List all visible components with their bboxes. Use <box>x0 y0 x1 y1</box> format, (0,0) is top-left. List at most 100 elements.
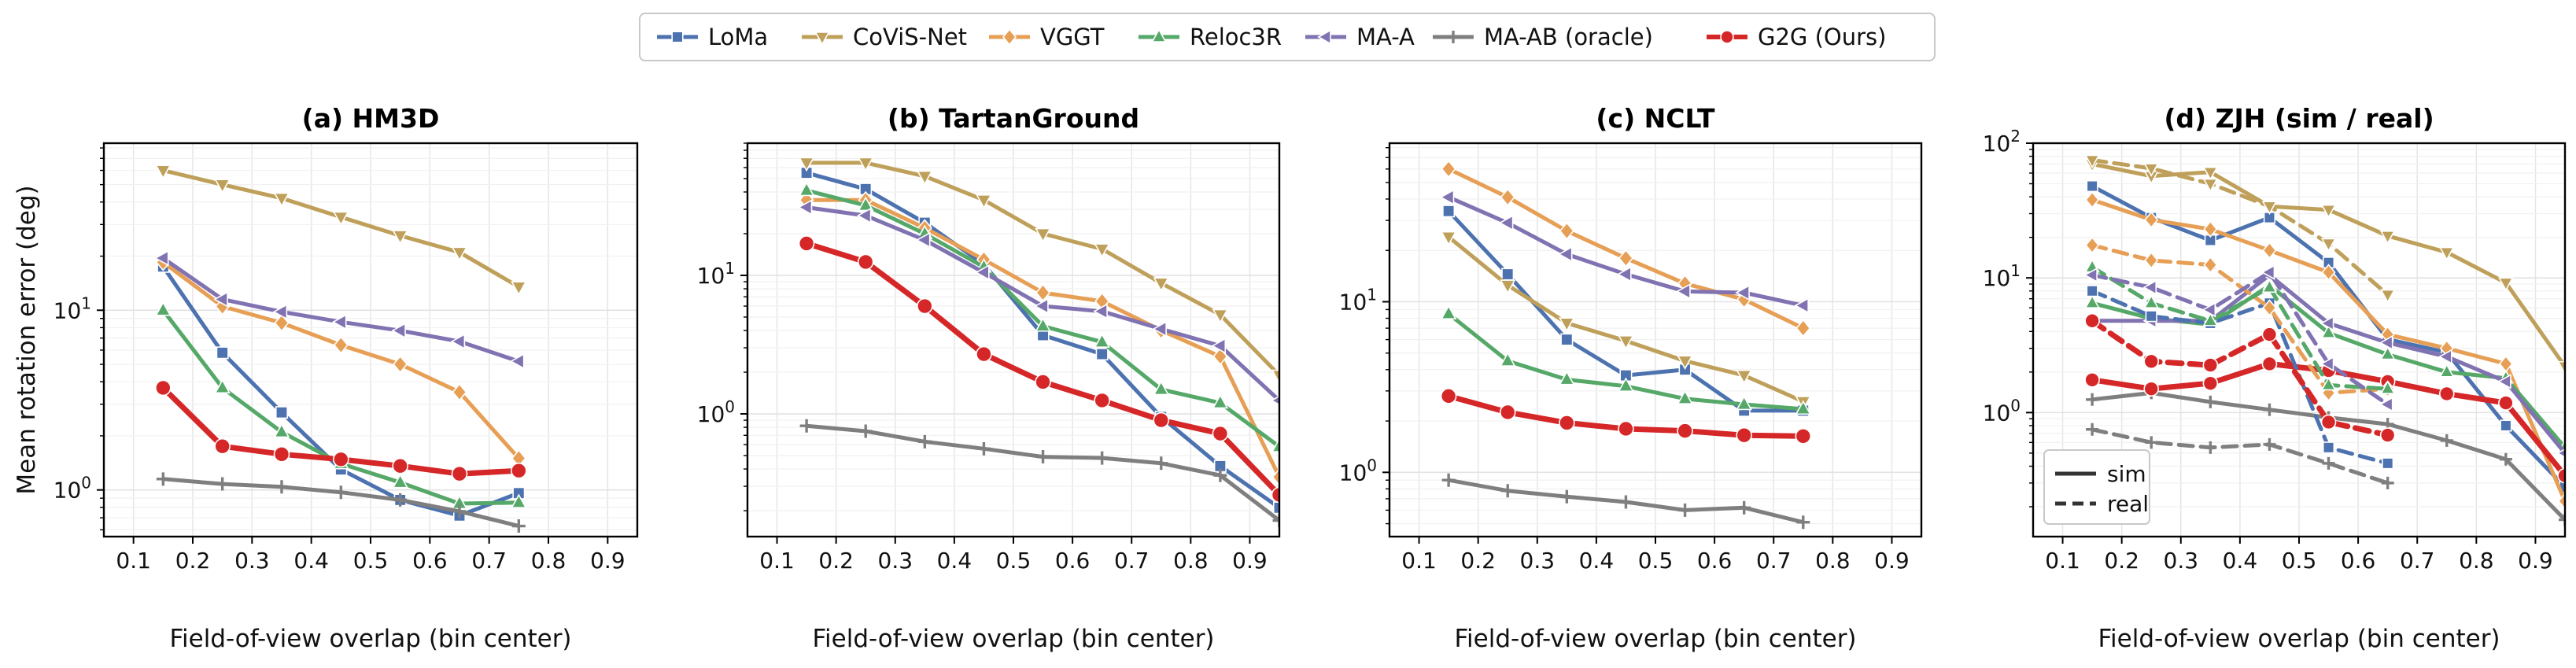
data-point-ma-ab-oracle <box>2086 393 2099 406</box>
data-point-g2g-ours <box>1499 404 1516 421</box>
data-point-reloc3r <box>1035 317 1051 332</box>
legend-marker-vggt <box>1002 28 1017 46</box>
data-point-ma-ab-oracle <box>1678 503 1692 517</box>
series-line-covis-net <box>161 168 521 289</box>
data-point-ma-ab-oracle <box>2145 436 2158 449</box>
x-tick-label: 0.4 <box>293 548 329 574</box>
data-point-g2g-ours <box>451 465 468 482</box>
data-point-ma-a <box>1152 320 1167 338</box>
data-point-g2g-ours <box>2379 427 2396 443</box>
data-point-g2g-ours <box>2202 375 2219 391</box>
data-point-ma-ab-oracle <box>1095 451 1109 465</box>
legend-label: MA-A <box>1356 24 1415 50</box>
data-point-covis-net <box>1094 243 1110 258</box>
data-point-ma-a <box>797 199 813 216</box>
data-point-loma <box>1501 268 1515 281</box>
x-tick-label: 0.7 <box>1756 548 1792 574</box>
data-point-loma <box>1095 348 1109 361</box>
data-point-ma-ab-oracle <box>334 485 348 500</box>
data-point-ma-a <box>2320 356 2334 372</box>
data-point-covis-net <box>1559 317 1575 333</box>
data-point-ma-ab-oracle <box>2322 456 2335 470</box>
legend-item-ma-ab-oracle: MA-AB (oracle) <box>1430 14 1653 60</box>
panel-title: (a) HM3D <box>302 103 440 134</box>
data-point-vggt <box>2144 211 2159 229</box>
data-point-reloc3r <box>2320 376 2337 391</box>
data-point-ma-a <box>2142 279 2157 296</box>
data-point-ma-a <box>1735 284 1750 301</box>
data-point-covis-net <box>976 194 992 209</box>
legend-label: VGGT <box>1040 24 1105 50</box>
data-point-vggt <box>2203 256 2218 274</box>
data-point-g2g-ours <box>214 437 231 455</box>
data-point-g2g-ours <box>2202 357 2219 373</box>
data-point-covis-net <box>2379 289 2396 304</box>
x-tick-label: 0.5 <box>2282 548 2317 574</box>
x-axis-label: Field-of-view overlap (bin center) <box>812 625 1214 653</box>
x-tick-label: 0.2 <box>1460 548 1496 574</box>
series-line-covis-net-real <box>2090 157 2390 297</box>
legend-marker-reloc3r <box>1151 28 1167 42</box>
data-point-covis-net <box>2557 360 2565 375</box>
data-point-covis-net <box>451 246 468 262</box>
series-line-loma-real <box>2090 289 2390 466</box>
data-point-loma <box>2382 457 2394 470</box>
data-point-ma-ab-oracle <box>1618 495 1633 509</box>
data-point-vggt <box>1500 188 1515 207</box>
data-point-g2g-ours <box>2261 327 2278 342</box>
data-point-covis-net <box>2143 163 2159 177</box>
data-point-ma-ab-oracle <box>2086 423 2099 436</box>
data-point-vggt <box>2557 493 2565 510</box>
data-point-reloc3r <box>273 423 290 438</box>
data-point-loma <box>216 346 229 360</box>
data-point-covis-net <box>1677 355 1693 371</box>
legend-item-reloc3r: Reloc3R <box>1136 14 1282 60</box>
series-line-reloc3r-real <box>2090 265 2390 391</box>
data-point-g2g-ours <box>2438 386 2455 402</box>
series-line-ma-ab-oracle-real <box>2090 427 2390 485</box>
data-point-g2g-ours <box>1677 423 1693 439</box>
data-point-covis-net <box>511 281 527 296</box>
data-point-covis-net <box>155 164 172 179</box>
data-point-vggt <box>1441 160 1456 179</box>
y-tick-label: 100 <box>1983 396 2021 426</box>
data-point-vggt <box>274 313 290 332</box>
data-point-ma-a <box>2556 448 2565 458</box>
data-point-ma-ab-oracle <box>917 434 932 448</box>
data-point-g2g-ours <box>1559 415 1575 431</box>
data-point-ma-ab-oracle <box>858 424 873 438</box>
data-point-loma <box>2145 310 2157 323</box>
data-point-g2g-ours <box>2261 356 2278 372</box>
data-point-g2g-ours <box>2143 381 2160 397</box>
data-point-g2g-ours <box>2498 395 2514 411</box>
series-line-vggt <box>161 260 521 460</box>
style-legend-box <box>2043 449 2150 525</box>
data-point-covis-net <box>1618 335 1634 350</box>
data-point-reloc3r <box>2439 363 2455 378</box>
x-tick-label: 0.9 <box>1874 548 1910 574</box>
x-tick-label: 0.1 <box>759 548 795 574</box>
data-point-vggt <box>393 355 408 374</box>
data-point-ma-ab-oracle <box>2204 395 2217 408</box>
data-point-covis-net <box>798 157 815 172</box>
data-point-g2g-ours <box>511 462 527 479</box>
series-line-ma-a-real <box>2090 270 2390 407</box>
legend-item-loma: LoMa <box>655 14 768 60</box>
covis-net-legend-marker <box>802 31 843 46</box>
data-point-reloc3r <box>2379 345 2396 360</box>
data-point-ma-ab-oracle <box>511 519 526 533</box>
data-point-vggt <box>2262 299 2277 317</box>
data-point-covis-net <box>214 179 231 194</box>
data-point-ma-a <box>1557 245 1573 263</box>
data-point-loma <box>1560 333 1574 346</box>
data-point-ma-ab-oracle <box>393 493 408 507</box>
data-point-ma-ab-oracle <box>2440 434 2453 447</box>
series-group <box>1439 160 1812 530</box>
y-axis-label: Mean rotation error (deg) <box>13 185 41 494</box>
loma-legend-marker <box>657 31 698 43</box>
legend-item-ma-a: MA-A <box>1303 14 1415 60</box>
data-point-ma-a <box>2201 301 2216 318</box>
data-point-g2g-ours <box>392 457 408 474</box>
y-tick-label: 101 <box>697 259 735 289</box>
style-legend: sim real <box>2043 449 2150 525</box>
